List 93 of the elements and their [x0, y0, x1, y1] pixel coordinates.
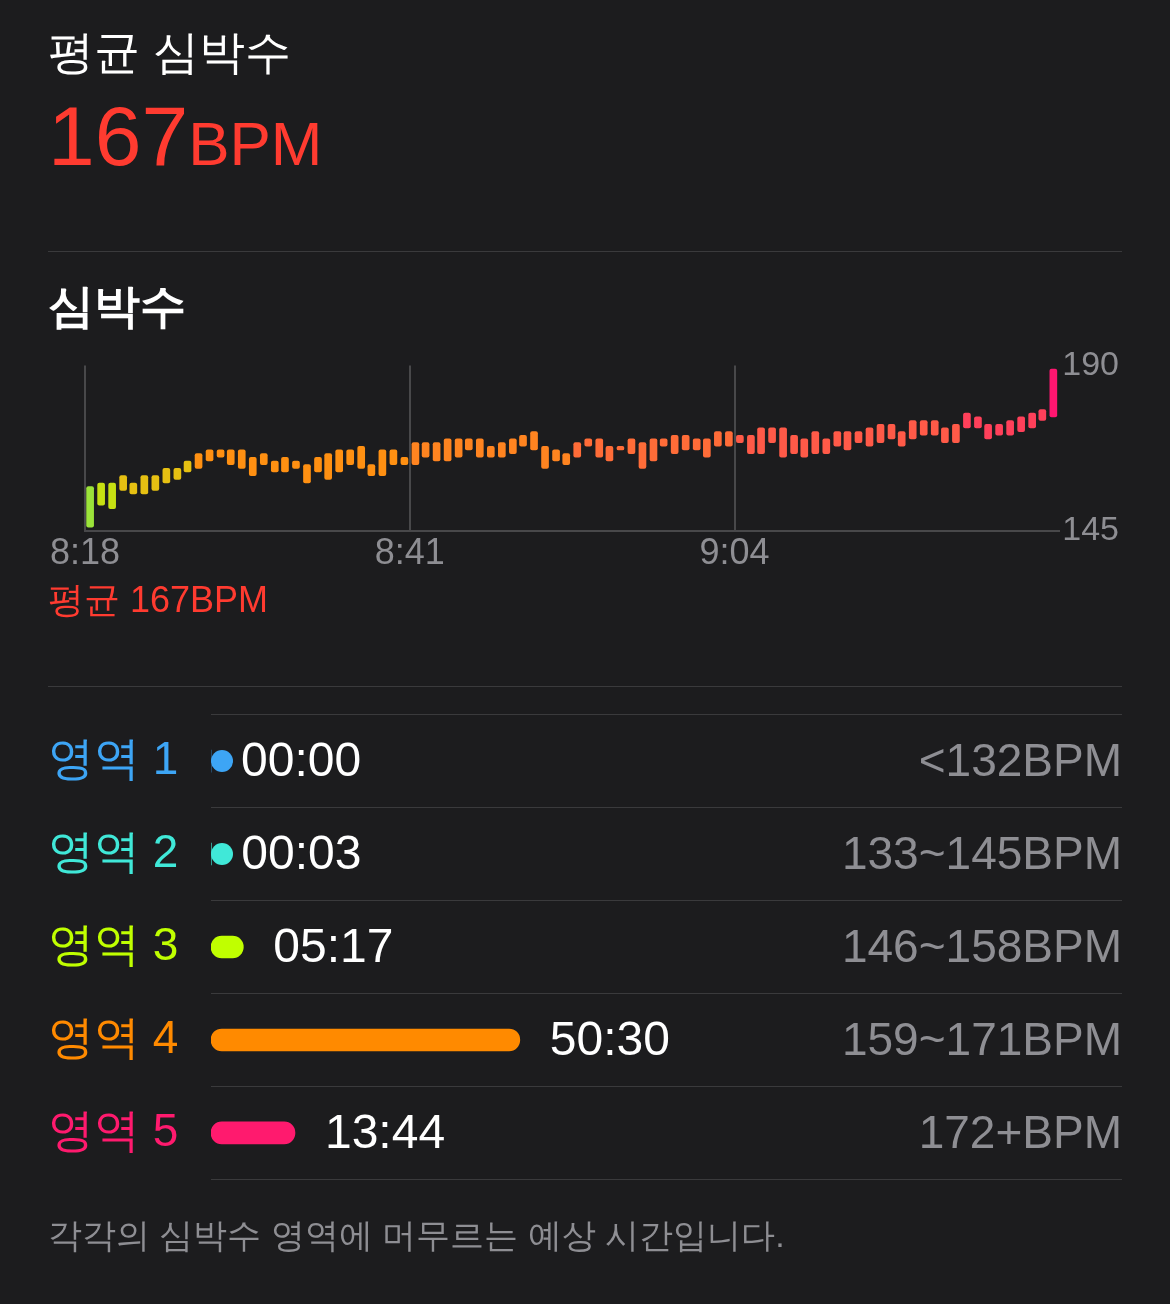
bar — [876, 423, 885, 443]
bar — [389, 449, 398, 465]
text: <132BPM — [918, 733, 1122, 786]
text: 각각의 심박수 영역에 머무르는 예상 시간입니다. — [48, 1215, 786, 1256]
bar — [509, 438, 517, 454]
data-label: 00:03 — [241, 826, 362, 880]
bar — [432, 442, 441, 462]
bar — [822, 438, 831, 454]
bar — [411, 442, 420, 465]
bar — [248, 456, 257, 476]
bar — [768, 427, 776, 443]
y-tick-label: 190 — [1062, 343, 1120, 382]
bar — [335, 449, 344, 473]
bar — [475, 438, 484, 458]
text: 159~171BPM — [841, 1012, 1122, 1065]
text: 172+BPM — [918, 1105, 1122, 1158]
bar — [865, 427, 874, 447]
bar — [897, 431, 906, 447]
data-label: 50:30 — [549, 1012, 670, 1066]
text: 167BPM — [48, 89, 323, 183]
data-label: 00:00 — [241, 733, 362, 787]
bar — [211, 1121, 296, 1145]
y-tick-label: 145 — [1062, 509, 1120, 548]
text: 146~158BPM — [841, 919, 1122, 972]
bar — [800, 438, 809, 458]
bar — [530, 431, 538, 451]
bar — [314, 456, 322, 473]
bar — [454, 438, 463, 458]
bar — [1017, 416, 1025, 432]
bar — [140, 475, 149, 495]
bar — [811, 431, 820, 454]
bar — [378, 449, 387, 476]
text: 평균 167BPM — [48, 578, 270, 622]
bar — [151, 475, 160, 491]
bar — [86, 486, 94, 528]
bar — [346, 449, 355, 465]
bar — [670, 434, 679, 454]
bar — [421, 442, 430, 458]
bar — [573, 442, 582, 458]
text: 평균 심박수 — [48, 25, 292, 80]
bar — [714, 431, 722, 447]
bar — [541, 445, 549, 469]
bar — [605, 445, 614, 462]
bar — [1028, 412, 1036, 429]
bar — [833, 431, 842, 447]
bar — [211, 1028, 521, 1052]
data-label: 13:44 — [324, 1105, 446, 1159]
bar — [779, 427, 787, 458]
bar — [703, 438, 711, 458]
y-tick-label: 영역 1 — [48, 731, 179, 784]
bar — [649, 438, 658, 462]
bar — [162, 467, 171, 484]
x-tick-label: 8:41 — [374, 531, 445, 573]
y-tick-label: 영역 3 — [48, 917, 179, 970]
bar — [194, 453, 203, 469]
bar — [725, 431, 733, 447]
bar — [1049, 368, 1058, 418]
y-tick-label: 영역 2 — [48, 824, 179, 877]
x-tick-label: 9:04 — [699, 531, 770, 573]
bar — [747, 434, 755, 454]
bar — [638, 442, 647, 469]
bar — [887, 423, 896, 440]
x-tick-label: 8:18 — [49, 531, 121, 573]
y-tick-label: 영역 5 — [48, 1103, 179, 1156]
bar — [303, 464, 311, 484]
bar — [963, 412, 971, 429]
bar — [595, 438, 604, 458]
bar — [108, 482, 116, 510]
bar — [930, 420, 939, 436]
bar — [97, 482, 105, 506]
bar — [237, 449, 246, 469]
bar — [498, 442, 506, 458]
bar — [790, 434, 798, 454]
data-label: 05:17 — [273, 919, 394, 973]
y-tick-label: 영역 4 — [48, 1010, 179, 1063]
bar — [281, 456, 289, 473]
bar — [357, 445, 366, 469]
bar — [843, 431, 852, 451]
bar — [324, 453, 332, 480]
bar — [681, 434, 690, 451]
bar — [1006, 420, 1014, 436]
bar — [952, 423, 960, 443]
bar — [119, 475, 127, 491]
bar — [627, 438, 636, 454]
bar — [443, 438, 452, 462]
bar — [941, 427, 949, 443]
text: 133~145BPM — [841, 826, 1122, 879]
chart-title: 심박수 — [48, 279, 187, 334]
bar — [226, 449, 235, 465]
bar — [984, 423, 992, 440]
bar — [919, 420, 928, 436]
bar — [757, 427, 765, 454]
bar — [908, 420, 917, 440]
